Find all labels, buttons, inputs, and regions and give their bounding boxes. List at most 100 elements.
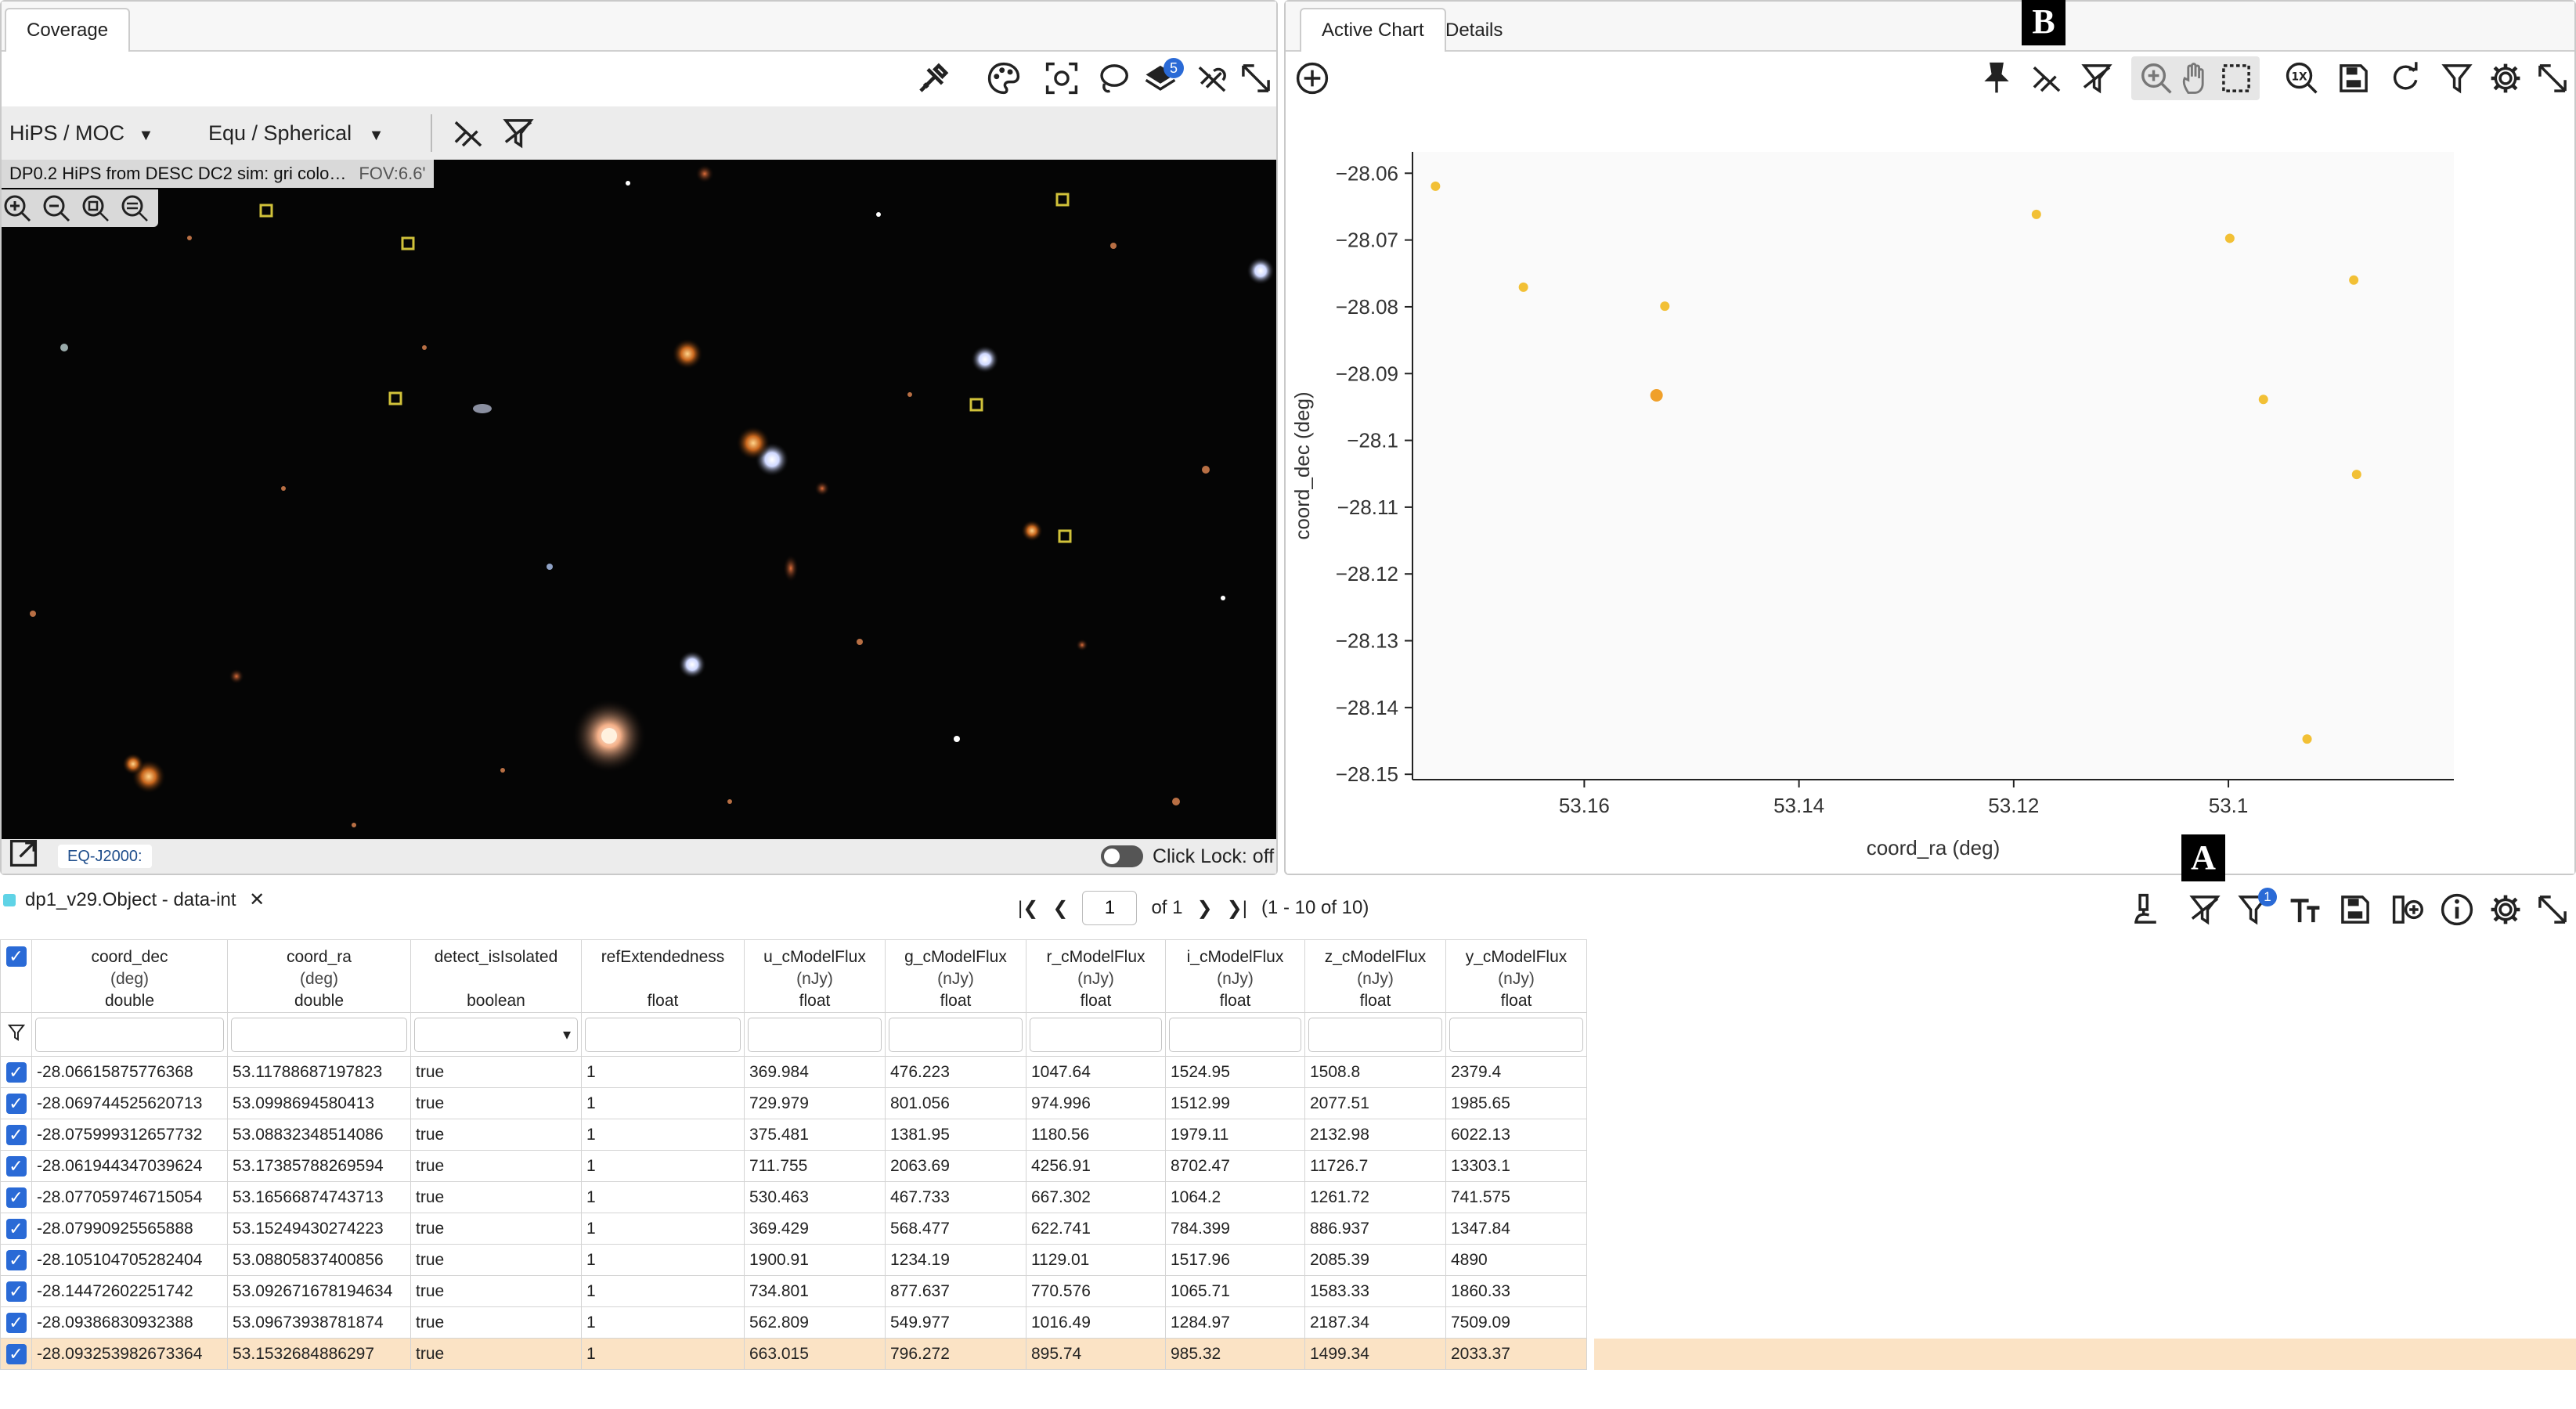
tab-coverage[interactable]: Coverage <box>5 8 131 52</box>
tab-active-chart[interactable]: Active Chart <box>1300 8 1446 52</box>
table-tab[interactable]: dp1_v29.Object - data-int ✕ <box>3 885 265 916</box>
select-all-checkbox[interactable]: ✓ <box>5 946 27 967</box>
row-checkbox[interactable]: ✓ <box>5 1343 27 1364</box>
filter-input-y_cModelFlux[interactable] <box>1449 1017 1583 1052</box>
filter-input-detect_isIsolated[interactable]: ▾ <box>414 1017 578 1052</box>
row-checkbox[interactable]: ✓ <box>5 1187 27 1208</box>
table-row[interactable]: ✓ -28.061944347039624 53.17385788269594 tru… <box>0 1150 1587 1182</box>
column-header-coord_ra[interactable]: coord_ra (deg) double <box>227 939 411 1013</box>
filter-input-g_cModelFlux[interactable] <box>889 1017 1023 1052</box>
scatter-chart[interactable]: −28.06 −28.07 −28.08 −28.09 −28.1 −28.11 −28.1… <box>1287 105 2574 874</box>
microscope-icon[interactable] <box>2123 888 2167 932</box>
filter-input-u_cModelFlux[interactable] <box>748 1017 882 1052</box>
column-header-u_cModelFlux[interactable]: u_cModelFlux (nJy) float <box>744 939 886 1013</box>
table-cell: 1 <box>581 1213 745 1245</box>
layers-icon[interactable]: 5 <box>1138 56 1184 100</box>
column-header-i_cModelFlux[interactable]: i_cModelFlux (nJy) float <box>1165 939 1305 1013</box>
info-icon[interactable] <box>2435 888 2479 932</box>
row-checkbox[interactable]: ✓ <box>5 1218 27 1239</box>
table-row[interactable]: ✓ -28.09386830932388 53.09673938781874 true… <box>0 1306 1587 1339</box>
filter-icon[interactable]: 1 <box>2231 888 2277 932</box>
click-lock-toggle[interactable] <box>1101 845 1143 867</box>
filter-input-z_cModelFlux[interactable] <box>1308 1017 1442 1052</box>
zoom-reset-icon[interactable]: 1X <box>2280 56 2324 100</box>
table-row[interactable]: ✓ -28.077059746715054 53.16566874743713 tru… <box>0 1181 1587 1213</box>
tab-details[interactable]: Details <box>1445 20 1503 41</box>
close-table-icon[interactable]: ✕ <box>249 889 265 910</box>
zoom-in-icon[interactable] <box>2 193 33 224</box>
hide-selection-icon[interactable] <box>446 111 490 155</box>
save-icon[interactable] <box>2332 56 2376 100</box>
zoom-mode-icon[interactable] <box>2134 56 2178 100</box>
zoom-fill-icon[interactable] <box>119 193 150 224</box>
select-all-header[interactable]: ✓ <box>0 939 32 1013</box>
filter-input-refExtendedness[interactable] <box>585 1017 741 1052</box>
restore-icon[interactable] <box>2383 56 2427 100</box>
prev-page-icon[interactable]: ❮ <box>1052 897 1069 919</box>
column-unit: (deg) <box>299 970 339 988</box>
tools-icon[interactable] <box>911 56 955 100</box>
zoom-out-icon[interactable] <box>41 193 72 224</box>
column-header-r_cModelFlux[interactable]: r_cModelFlux (nJy) float <box>1026 939 1166 1013</box>
column-header-g_cModelFlux[interactable]: g_cModelFlux (nJy) float <box>885 939 1026 1013</box>
table-row[interactable]: ✓ -28.14472602251742 53.092671678194634 tru… <box>0 1275 1587 1307</box>
row-checkbox[interactable]: ✓ <box>5 1061 27 1083</box>
column-header-coord_dec[interactable]: coord_dec (deg) double <box>31 939 228 1013</box>
row-checkbox[interactable]: ✓ <box>5 1093 27 1114</box>
row-checkbox[interactable]: ✓ <box>5 1249 27 1270</box>
lasso-icon[interactable] <box>1091 56 1135 100</box>
row-checkbox[interactable]: ✓ <box>5 1312 27 1333</box>
table-row[interactable]: ✓ -28.06615875776368 53.11788687197823 true… <box>0 1056 1587 1088</box>
filter-input-coord_dec[interactable] <box>35 1017 224 1052</box>
filter-off-icon[interactable] <box>2183 888 2227 932</box>
pin-icon[interactable] <box>1975 56 2019 100</box>
filter-icon[interactable] <box>2435 56 2479 100</box>
box-select-icon[interactable] <box>2214 56 2258 100</box>
y-tick-label: −28.1 <box>1347 429 1398 452</box>
filter-off-icon[interactable] <box>2075 56 2119 100</box>
settings-gear-icon[interactable] <box>2484 888 2527 932</box>
column-header-z_cModelFlux[interactable]: z_cModelFlux (nJy) float <box>1304 939 1446 1013</box>
recenter-icon[interactable] <box>1040 56 1084 100</box>
filter-input-i_cModelFlux[interactable] <box>1169 1017 1301 1052</box>
expand-icon[interactable] <box>2531 56 2574 100</box>
color-palette-icon[interactable] <box>982 56 1026 100</box>
column-header-y_cModelFlux[interactable]: y_cModelFlux (nJy) float <box>1445 939 1587 1013</box>
add-chart-icon[interactable] <box>1290 56 1334 100</box>
next-page-icon[interactable]: ❯ <box>1196 897 1213 919</box>
popout-icon[interactable] <box>6 836 41 870</box>
last-page-icon[interactable]: ❯| <box>1226 897 1247 919</box>
table-cell: 53.17385788269594 <box>227 1150 411 1182</box>
row-checkbox[interactable]: ✓ <box>5 1281 27 1302</box>
page-input[interactable] <box>1082 891 1138 925</box>
table-cell: 53.11788687197823 <box>227 1056 411 1088</box>
column-header-detect_isIsolated[interactable]: detect_isIsolated boolean <box>410 939 582 1013</box>
sky-image-viewer[interactable]: DP0.2 HiPS from DESC DC2 sim: gri colo… F… <box>2 160 1276 839</box>
unlock-icon[interactable] <box>1190 56 1234 100</box>
column-type: float <box>1359 992 1391 1010</box>
row-checkbox[interactable]: ✓ <box>5 1155 27 1177</box>
add-column-icon[interactable] <box>2387 888 2430 932</box>
table-row[interactable]: ✓ -28.075999312657732 53.08832348514086 tru… <box>0 1119 1587 1151</box>
first-page-icon[interactable]: |❮ <box>1018 897 1039 919</box>
table-row[interactable]: ✓ -28.093253982673364 53.1532684886297 true… <box>0 1338 1587 1370</box>
filter-off-icon[interactable] <box>496 111 540 155</box>
coordinate-select[interactable]: Equ / Spherical ▼ <box>208 121 384 145</box>
expand-icon[interactable] <box>1234 56 1278 100</box>
pan-hand-icon[interactable] <box>2174 56 2217 100</box>
filter-input-coord_ra[interactable] <box>231 1017 407 1052</box>
hide-selection-icon[interactable] <box>2025 56 2069 100</box>
settings-gear-icon[interactable] <box>2484 56 2527 100</box>
zoom-fit-icon[interactable] <box>80 193 111 224</box>
table-row[interactable]: ✓ -28.105104705282404 53.08805837400856 tru… <box>0 1244 1587 1276</box>
filter-input-r_cModelFlux[interactable] <box>1030 1017 1162 1052</box>
column-name: coord_dec <box>91 948 168 966</box>
table-row[interactable]: ✓ -28.069744525620713 53.0998694580413 true… <box>0 1087 1587 1119</box>
table-row[interactable]: ✓ -28.07990925565888 53.15249430274223 true… <box>0 1213 1587 1245</box>
row-checkbox[interactable]: ✓ <box>5 1124 27 1145</box>
hips-moc-select[interactable]: HiPS / MOC ▼ <box>9 121 154 145</box>
save-icon[interactable] <box>2333 888 2377 932</box>
text-view-icon[interactable] <box>2283 888 2327 932</box>
column-header-refExtendedness[interactable]: refExtendedness float <box>581 939 745 1013</box>
expand-icon[interactable] <box>2531 888 2574 932</box>
